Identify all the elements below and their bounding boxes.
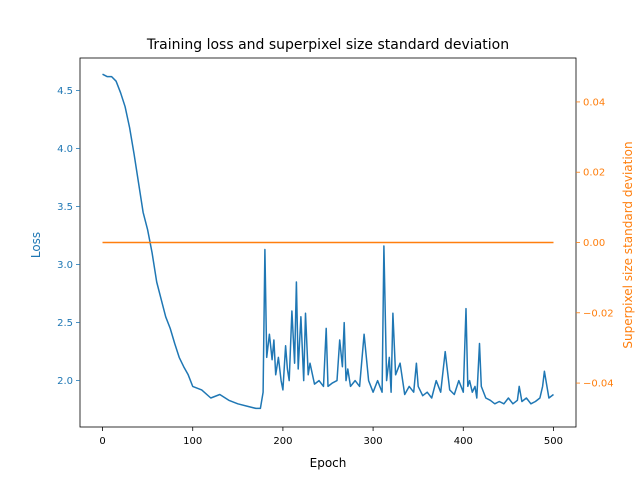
x-axis-label: Epoch (310, 456, 347, 470)
series-line-loss (102, 73, 554, 410)
x-tick-label: 200 (273, 436, 292, 447)
y-tick-label-left: 2.5 (57, 318, 73, 329)
y-tick-label-right: −0.02 (583, 308, 614, 319)
chart-title: Training loss and superpixel size standa… (146, 37, 509, 53)
y-tick-label-left: 3.5 (57, 202, 73, 213)
y-tick-label-left: 3.0 (57, 260, 73, 271)
y-tick-label-left: 4.0 (57, 144, 73, 155)
y-tick-label-right: −0.04 (583, 379, 614, 390)
y-tick-label-right: 0.00 (583, 238, 605, 249)
x-tick-label: 400 (454, 436, 473, 447)
x-tick-label: 0 (99, 436, 105, 447)
x-tick-label: 100 (183, 436, 202, 447)
x-tick-label: 500 (544, 436, 563, 447)
y-axis-label-left: Loss (29, 232, 43, 258)
y-axis-label-right: Superpixel size standard deviation (621, 141, 635, 348)
y-tick-label-left: 2.0 (57, 376, 73, 387)
plot-area (102, 73, 554, 410)
axes: 0 100 200 300 400 500 2.0 2.5 3.0 3.5 4.0 4.5 −0.04 −… (57, 57, 614, 447)
y-tick-label-left: 4.5 (57, 86, 73, 97)
x-tick-label: 300 (364, 436, 383, 447)
y-tick-label-right: 0.04 (583, 97, 605, 108)
y-tick-label-right: 0.02 (583, 168, 605, 179)
